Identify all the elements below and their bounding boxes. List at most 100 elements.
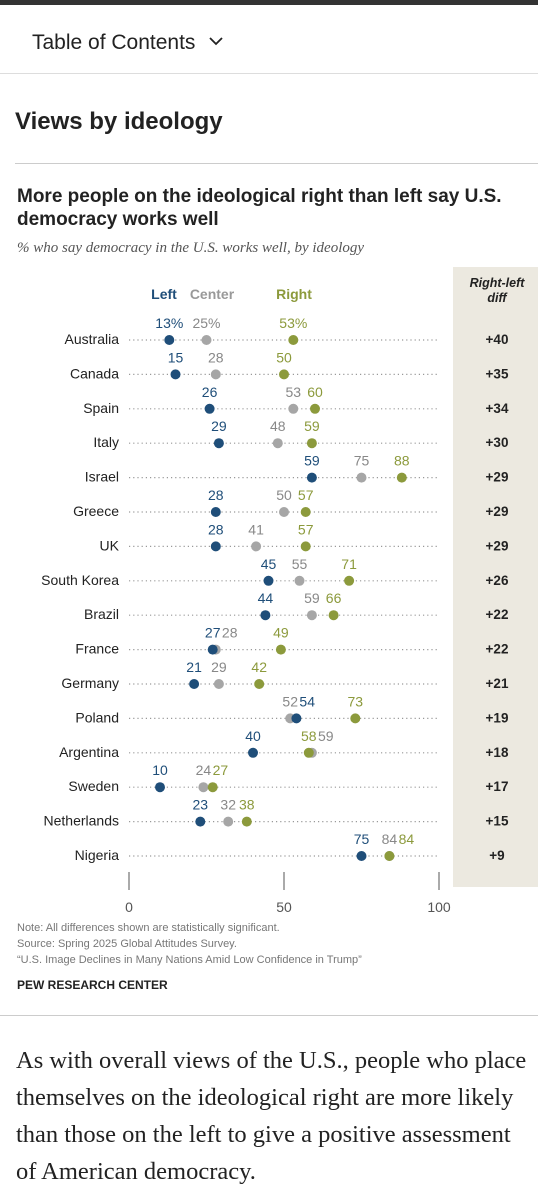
right-value-label: 38	[239, 797, 255, 813]
country-label: Germany	[61, 675, 119, 691]
left-value-label: 75	[354, 831, 370, 847]
center-value-label: 48	[270, 418, 286, 434]
country-label: Australia	[65, 331, 120, 347]
right-value-label: 88	[394, 453, 410, 469]
center-value-label: 41	[248, 521, 264, 537]
center-value-label: 55	[292, 556, 308, 572]
right-dot	[300, 541, 311, 552]
right-value-label: 49	[273, 625, 289, 641]
center-value-label: 25%	[192, 315, 220, 331]
center-value-label: 24	[196, 762, 212, 778]
left-dot	[210, 541, 221, 552]
diff-value: +26	[486, 573, 509, 588]
center-value-label: 53	[286, 384, 302, 400]
left-dot	[291, 713, 302, 724]
right-dot	[254, 679, 265, 689]
divider	[15, 163, 538, 164]
right-value-label: 50	[276, 349, 292, 365]
left-dot	[195, 816, 206, 827]
table-of-contents-toggle[interactable]: Table of Contents	[32, 28, 223, 55]
diff-value: +29	[486, 504, 509, 519]
left-dot	[248, 747, 258, 758]
diff-value: +15	[486, 814, 509, 829]
center-dot	[251, 541, 262, 552]
legend-center: Center	[190, 286, 235, 302]
center-dot	[201, 335, 212, 345]
right-value-label: 53%	[279, 315, 307, 331]
diff-header-line1: Right-left	[470, 276, 526, 290]
country-label: Canada	[70, 365, 119, 381]
chart-title: More people on the ideological right tha…	[17, 186, 502, 230]
country-label: UK	[100, 537, 120, 553]
left-value-label: 21	[186, 659, 202, 675]
country-label: France	[75, 641, 119, 657]
left-dot	[356, 851, 367, 861]
diff-header-line2: diff	[487, 291, 508, 305]
left-dot	[210, 507, 221, 517]
right-value-label: 60	[307, 384, 323, 400]
right-dot	[328, 610, 339, 621]
center-dot	[213, 679, 224, 689]
left-value-label: 23	[193, 797, 209, 813]
center-dot	[279, 507, 289, 517]
right-dot	[306, 438, 317, 449]
center-value-label: 29	[211, 659, 227, 675]
right-dot	[344, 575, 355, 586]
diff-value: +22	[486, 607, 509, 622]
left-value-label: 10	[152, 762, 168, 778]
right-dot	[303, 747, 314, 758]
left-value-label: 15	[168, 349, 184, 365]
right-value-label: 66	[326, 590, 342, 606]
right-value-label: 58	[301, 728, 317, 744]
left-value-label: 54	[299, 693, 315, 709]
right-dot	[300, 507, 311, 517]
center-value-label: 75	[354, 453, 370, 469]
left-value-label: 45	[261, 556, 277, 572]
country-label: South Korea	[41, 572, 119, 588]
right-value-label: 57	[298, 487, 314, 503]
report-title-line: “U.S. Image Declines in Many Nations Ami…	[17, 954, 362, 966]
center-dot	[198, 782, 209, 793]
right-dot	[207, 782, 218, 793]
diff-column-background	[453, 267, 538, 887]
right-dot	[396, 472, 407, 483]
x-tick-label: 0	[125, 899, 133, 912]
toc-label: Table of Contents	[32, 31, 196, 54]
country-label: Nigeria	[75, 847, 120, 863]
right-value-label: 57	[298, 521, 314, 537]
left-dot	[155, 782, 165, 793]
right-dot	[310, 403, 320, 414]
center-dot	[356, 472, 367, 483]
diff-value: +9	[489, 848, 504, 863]
center-value-label: 28	[222, 625, 238, 641]
right-value-label: 73	[348, 693, 364, 709]
center-dot	[210, 369, 221, 380]
diff-value: +29	[486, 470, 509, 485]
pew-research-center-logo: PEW RESEARCH CENTER	[17, 978, 168, 992]
left-dot	[263, 575, 274, 586]
chart-notes: Note: All differences shown are statisti…	[17, 920, 362, 968]
right-value-label: 42	[251, 659, 267, 675]
diff-value: +19	[486, 710, 509, 725]
left-value-label: 29	[211, 418, 227, 434]
left-value-label: 28	[208, 487, 224, 503]
left-dot	[207, 644, 218, 655]
legend-left: Left	[151, 286, 177, 302]
left-value-label: 13%	[155, 315, 183, 331]
left-dot	[164, 335, 175, 345]
x-tick-label: 50	[276, 899, 292, 912]
left-dot	[204, 403, 215, 414]
left-dot	[213, 438, 224, 449]
diff-value: +22	[486, 642, 509, 657]
chevron-down-icon	[209, 28, 223, 52]
left-value-label: 27	[205, 625, 221, 641]
left-dot	[260, 610, 271, 621]
divider	[0, 1015, 538, 1016]
right-dot	[241, 816, 252, 827]
center-value-label: 32	[220, 797, 236, 813]
diff-value: +29	[486, 538, 509, 553]
country-label: Brazil	[84, 606, 119, 622]
note-line: Note: All differences shown are statisti…	[17, 922, 280, 934]
section-title: Views by ideology	[15, 108, 223, 135]
